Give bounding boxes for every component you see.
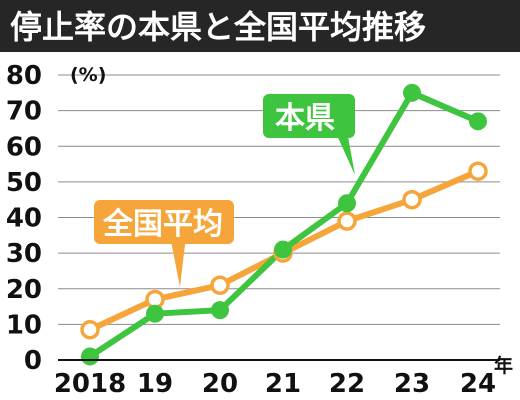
callout-honken-box	[263, 94, 355, 138]
callout-zenkoku: 全国平均	[94, 200, 234, 287]
point-s0-6	[469, 112, 487, 131]
x-unit-label: 年	[494, 354, 513, 377]
x-tick-19: 19	[137, 369, 173, 399]
x-tick-24: 24	[460, 369, 496, 399]
callout-zenkoku-tail	[170, 236, 186, 287]
y-tick-20: 20	[6, 275, 42, 305]
point-s1-0	[80, 319, 100, 340]
title-bar	[0, 0, 520, 52]
point-s0-0	[81, 347, 99, 366]
y-tick-30: 30	[6, 239, 42, 269]
callout-honken-label: 本県	[275, 101, 335, 136]
callout-zenkoku-box	[94, 200, 234, 244]
y-tick-40: 40	[6, 204, 42, 234]
x-tick-20: 20	[202, 369, 238, 399]
y-tick-10: 10	[6, 310, 42, 340]
y-tick-60: 60	[6, 132, 42, 162]
series-group	[80, 83, 488, 366]
callout-zenkoku-label: 全国平均	[102, 207, 223, 242]
callout-honken-tail	[335, 131, 355, 175]
callout-honken: 本県	[263, 94, 355, 175]
y-tick-80: 80	[6, 61, 42, 91]
y-tick-0: 0	[24, 346, 42, 376]
y-tick-70: 70	[6, 97, 42, 127]
x-tick-22: 22	[329, 369, 365, 399]
y-unit-label: (%)	[70, 64, 106, 86]
point-s0-2	[211, 301, 229, 320]
point-s1-2	[210, 275, 230, 295]
point-s0-5	[403, 83, 421, 102]
point-s0-1	[146, 304, 164, 323]
x-tick-21: 21	[265, 369, 301, 399]
x-tick-labels: 2018 19 20 21 22 23 24	[54, 369, 496, 399]
point-s0-3	[274, 240, 292, 259]
x-tick-23: 23	[394, 369, 430, 399]
point-s0-4	[338, 194, 356, 213]
chart-title: 停止率の本県と全国平均推移	[10, 8, 426, 46]
y-tick-50: 50	[6, 168, 42, 198]
point-s1-4	[337, 211, 357, 231]
point-s1-6	[468, 161, 488, 181]
point-s1-5	[402, 189, 422, 210]
y-tick-labels: 0 10 20 30 40 50 60 70 80	[6, 61, 42, 376]
x-tick-2018: 2018	[54, 369, 126, 399]
